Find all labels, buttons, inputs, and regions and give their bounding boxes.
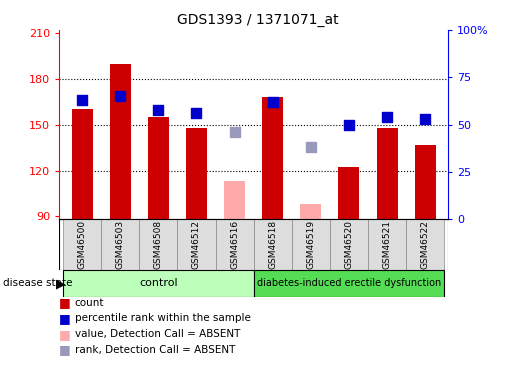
- Bar: [63, 270, 253, 297]
- Text: percentile rank within the sample: percentile rank within the sample: [75, 314, 251, 323]
- Bar: [330, 219, 368, 270]
- Bar: [253, 270, 444, 297]
- Point: [192, 110, 200, 116]
- Text: ▶: ▶: [56, 277, 65, 290]
- Bar: [186, 128, 207, 219]
- Text: GDS1393 / 1371071_at: GDS1393 / 1371071_at: [177, 13, 338, 27]
- Text: ■: ■: [59, 312, 71, 325]
- Bar: [148, 117, 169, 219]
- Text: ■: ■: [59, 344, 71, 356]
- Point: [269, 99, 277, 105]
- Point: [383, 114, 391, 120]
- Bar: [63, 219, 101, 270]
- Bar: [177, 219, 215, 270]
- Bar: [415, 144, 436, 219]
- Text: ■: ■: [59, 328, 71, 340]
- Bar: [368, 219, 406, 270]
- Text: GSM46516: GSM46516: [230, 220, 239, 269]
- Text: GSM46521: GSM46521: [383, 220, 391, 269]
- Bar: [338, 168, 359, 219]
- Point: [116, 93, 124, 99]
- Text: GSM46522: GSM46522: [421, 220, 430, 269]
- Text: GSM46518: GSM46518: [268, 220, 277, 269]
- Bar: [139, 219, 177, 270]
- Bar: [262, 97, 283, 219]
- Text: GSM46508: GSM46508: [154, 220, 163, 269]
- Text: ■: ■: [59, 296, 71, 309]
- Point: [345, 122, 353, 128]
- Bar: [376, 128, 398, 219]
- Bar: [101, 219, 139, 270]
- Bar: [300, 204, 321, 219]
- Bar: [253, 219, 292, 270]
- Text: GSM46520: GSM46520: [345, 220, 353, 269]
- Text: control: control: [139, 279, 178, 288]
- Point: [421, 116, 430, 122]
- Text: GSM46500: GSM46500: [78, 220, 87, 269]
- Text: diabetes-induced erectile dysfunction: diabetes-induced erectile dysfunction: [257, 279, 441, 288]
- Bar: [72, 110, 93, 219]
- Text: GSM46512: GSM46512: [192, 220, 201, 269]
- Text: disease state: disease state: [3, 279, 72, 288]
- Text: value, Detection Call = ABSENT: value, Detection Call = ABSENT: [75, 329, 240, 339]
- Text: GSM46503: GSM46503: [116, 220, 125, 269]
- Point: [154, 106, 162, 112]
- Bar: [292, 219, 330, 270]
- Point: [230, 129, 238, 135]
- Bar: [110, 64, 131, 219]
- Point: [78, 97, 86, 103]
- Bar: [224, 181, 245, 219]
- Bar: [406, 219, 444, 270]
- Text: rank, Detection Call = ABSENT: rank, Detection Call = ABSENT: [75, 345, 235, 355]
- Text: GSM46519: GSM46519: [306, 220, 315, 269]
- Bar: [215, 219, 253, 270]
- Point: [307, 144, 315, 150]
- Text: count: count: [75, 298, 104, 307]
